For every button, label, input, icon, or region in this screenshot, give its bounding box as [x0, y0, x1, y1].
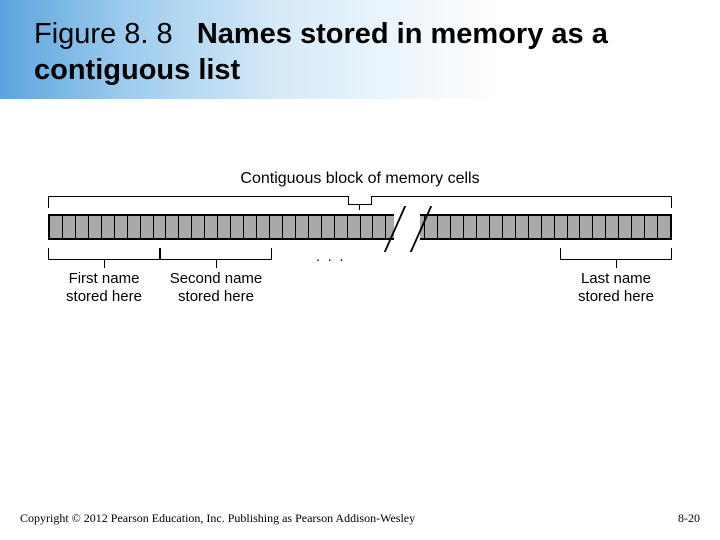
title-bar: Figure 8. 8 Names stored in memory as a …: [0, 0, 720, 99]
bracket-last: [560, 244, 672, 260]
copyright-footer: Copyright © 2012 Pearson Education, Inc.…: [20, 511, 415, 526]
memory-diagram: Contiguous block of memory cells . . . F…: [48, 170, 672, 350]
bottom-brackets: [48, 244, 672, 260]
slide-title: Figure 8. 8 Names stored in memory as a …: [34, 16, 686, 89]
memory-cells: [50, 216, 670, 238]
figure-number: Figure 8. 8: [34, 18, 173, 50]
top-bracket-label: Contiguous block of memory cells: [48, 170, 672, 188]
label-last: Last name stored here: [546, 270, 686, 306]
bracket-first: [48, 244, 160, 260]
ellipsis: . . .: [316, 248, 345, 264]
label-last-line1: Last name: [546, 270, 686, 288]
memory-band: [48, 214, 672, 240]
top-bracket: [48, 196, 672, 210]
label-second: Second name stored here: [146, 270, 286, 306]
bracket-second: [160, 244, 272, 260]
slide: Figure 8. 8 Names stored in memory as a …: [0, 0, 720, 540]
label-last-line2: stored here: [546, 288, 686, 306]
label-second-line2: stored here: [146, 288, 286, 306]
page-number: 8-20: [678, 511, 700, 526]
label-second-line1: Second name: [146, 270, 286, 288]
